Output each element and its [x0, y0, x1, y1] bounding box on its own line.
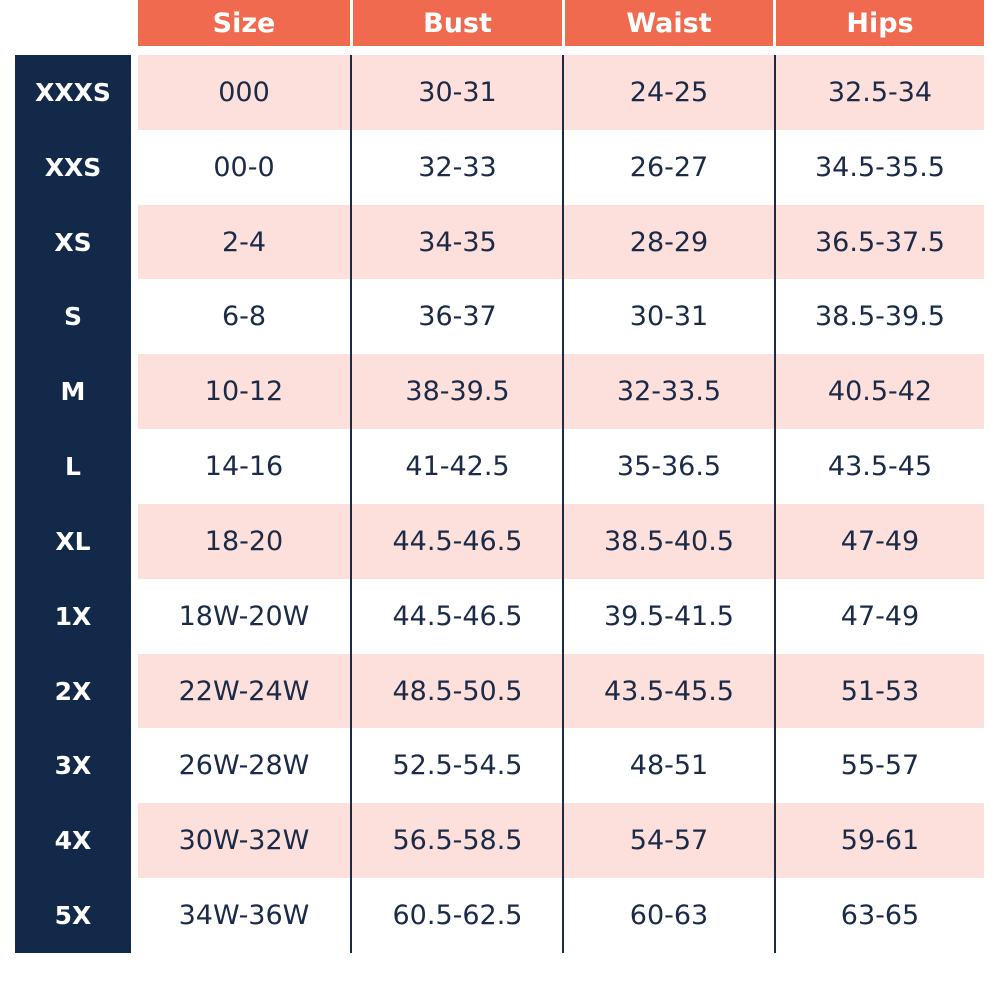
table-cell: 24-25 [629, 76, 709, 108]
table-cell: 38-39.5 [405, 376, 510, 408]
table-cell: 14-16 [204, 451, 284, 483]
table-cell: 44.5-46.5 [392, 525, 523, 557]
table-cell: 26-27 [629, 151, 709, 183]
table-cell: 10-12 [204, 376, 284, 408]
table-cell: 52.5-54.5 [392, 750, 523, 782]
table-cell: 36-37 [418, 301, 497, 333]
row-background [138, 653, 984, 729]
table-cell: 48.5-50.5 [392, 675, 523, 707]
table-cell: 18W-20W [178, 600, 310, 632]
table-cell: 55-57 [840, 750, 920, 782]
table-cell: 38.5-40.5 [604, 525, 734, 557]
table-cell: 43.5-45 [827, 451, 933, 483]
table-cell: 000 [218, 76, 270, 108]
row-background [138, 55, 984, 130]
table-cell: 47-49 [840, 600, 920, 632]
table-cell: 22W-24W [178, 675, 310, 707]
size-label: S [63, 302, 82, 332]
table-cell: 56.5-58.5 [392, 825, 523, 857]
table-cell: 41-42.5 [405, 451, 510, 483]
table-cell: 30W-32W [178, 825, 310, 857]
table-cell: 60-63 [629, 900, 709, 932]
size-label: XXS [44, 152, 102, 182]
table-cell: 44.5-46.5 [392, 600, 523, 632]
table-cell: 26W-28W [178, 750, 310, 782]
size-label-column [15, 55, 131, 953]
table-cell: 36.5-37.5 [815, 226, 945, 258]
table-cell: 47-49 [840, 525, 920, 557]
table-cell: 48-51 [629, 750, 709, 782]
size-label: 3X [54, 751, 92, 781]
table-cell: 32-33 [418, 151, 497, 183]
table-cell: 63-65 [840, 900, 920, 932]
table-cell: 2-4 [221, 226, 267, 258]
row-background [138, 503, 984, 579]
table-cell: 59-61 [840, 825, 920, 857]
table-cell: 00-0 [213, 151, 275, 183]
size-label: XS [54, 227, 92, 257]
table-cell: 32.5-34 [827, 76, 933, 108]
table-cell: 6-8 [221, 301, 267, 333]
row-background [138, 803, 984, 879]
table-cell: 60.5-62.5 [392, 900, 523, 932]
table-cell: 38.5-39.5 [815, 301, 945, 333]
row-background [138, 204, 984, 280]
row-background [138, 354, 984, 430]
size-label: L [65, 452, 81, 482]
size-label: 1X [54, 601, 92, 631]
table-cell: 34-35 [418, 226, 497, 258]
size-label: 5X [54, 901, 92, 931]
table-cell: 34W-36W [178, 900, 310, 932]
column-divider [774, 55, 776, 953]
table-cell: 35-36.5 [616, 451, 722, 483]
column-divider [350, 55, 352, 953]
size-label: XL [55, 526, 91, 556]
table-cell: 34.5-35.5 [815, 151, 945, 183]
table-cell: 43.5-45.5 [604, 675, 734, 707]
table-cell: 18-20 [204, 525, 284, 557]
table-cell: 39.5-41.5 [604, 600, 734, 632]
column-header: Hips [776, 0, 984, 46]
table-cell: 32-33.5 [616, 376, 722, 408]
table-cell: 30-31 [629, 301, 709, 333]
column-header: Bust [353, 0, 562, 46]
table-cell: 51-53 [840, 675, 920, 707]
table-cell: 54-57 [629, 825, 709, 857]
table-cell: 40.5-42 [827, 376, 933, 408]
size-label: XXXS [35, 77, 111, 107]
column-header: Waist [565, 0, 773, 46]
size-label: 2X [54, 676, 92, 706]
size-label: M [60, 377, 86, 407]
column-divider [562, 55, 564, 953]
table-cell: 30-31 [418, 76, 497, 108]
column-header: Size [138, 0, 350, 46]
table-cell: 28-29 [629, 226, 709, 258]
size-label: 4X [54, 826, 92, 856]
